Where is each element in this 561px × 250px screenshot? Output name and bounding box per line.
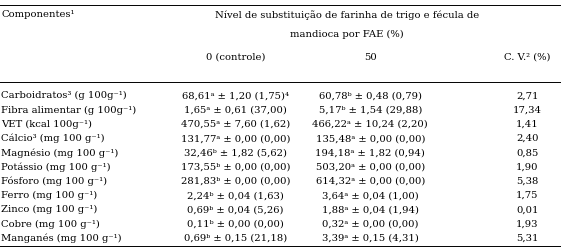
Text: 0,85: 0,85	[516, 148, 539, 157]
Text: Cálcio³ (mg 100 g⁻¹): Cálcio³ (mg 100 g⁻¹)	[1, 133, 105, 143]
Text: Carboidratos³ (g 100g⁻¹): Carboidratos³ (g 100g⁻¹)	[1, 91, 127, 100]
Text: Nível de substituição de farinha de trigo e fécula de: Nível de substituição de farinha de trig…	[214, 10, 479, 20]
Text: 5,17ᵇ ± 1,54 (29,88): 5,17ᵇ ± 1,54 (29,88)	[319, 105, 422, 114]
Text: 131,77ᵃ ± 0,00 (0,00): 131,77ᵃ ± 0,00 (0,00)	[181, 134, 291, 142]
Text: 3,64ᵃ ± 0,04 (1,00): 3,64ᵃ ± 0,04 (1,00)	[322, 190, 419, 199]
Text: C. V.² (%): C. V.² (%)	[504, 52, 550, 62]
Text: 2,71: 2,71	[516, 91, 539, 100]
Text: 194,18ᵃ ± 1,82 (0,94): 194,18ᵃ ± 1,82 (0,94)	[315, 148, 425, 157]
Text: Componentes¹: Componentes¹	[1, 10, 75, 19]
Text: 5,31: 5,31	[516, 233, 539, 242]
Text: 1,41: 1,41	[516, 119, 539, 128]
Text: Magnésio (mg 100 g⁻¹): Magnésio (mg 100 g⁻¹)	[1, 148, 118, 157]
Text: 50: 50	[364, 52, 376, 62]
Text: 0,69ᵇ ± 0,04 (5,26): 0,69ᵇ ± 0,04 (5,26)	[187, 204, 284, 214]
Text: 0,01: 0,01	[516, 204, 539, 214]
Text: 1,88ᵃ ± 0,04 (1,94): 1,88ᵃ ± 0,04 (1,94)	[322, 204, 419, 214]
Text: Fósforo (mg 100 g⁻¹): Fósforo (mg 100 g⁻¹)	[1, 176, 107, 185]
Text: 281,83ᵇ ± 0,00 (0,00): 281,83ᵇ ± 0,00 (0,00)	[181, 176, 291, 185]
Text: 2,24ᵇ ± 0,04 (1,63): 2,24ᵇ ± 0,04 (1,63)	[187, 190, 284, 199]
Text: 135,48ᵃ ± 0,00 (0,00): 135,48ᵃ ± 0,00 (0,00)	[315, 134, 425, 142]
Text: Ferro (mg 100 g⁻¹): Ferro (mg 100 g⁻¹)	[1, 190, 98, 199]
Text: 0 (controle): 0 (controle)	[206, 52, 265, 62]
Text: 2,40: 2,40	[516, 134, 539, 142]
Text: 32,46ᵇ ± 1,82 (5,62): 32,46ᵇ ± 1,82 (5,62)	[184, 148, 287, 157]
Text: 1,90: 1,90	[516, 162, 539, 171]
Text: 0,69ᵇ ± 0,15 (21,18): 0,69ᵇ ± 0,15 (21,18)	[184, 233, 287, 242]
Text: 1,93: 1,93	[516, 219, 539, 228]
Text: 60,78ᵇ ± 0,48 (0,79): 60,78ᵇ ± 0,48 (0,79)	[319, 91, 422, 100]
Text: 1,75: 1,75	[516, 190, 539, 199]
Text: 5,38: 5,38	[516, 176, 539, 185]
Text: 173,55ᵇ ± 0,00 (0,00): 173,55ᵇ ± 0,00 (0,00)	[181, 162, 291, 171]
Text: 466,22ᵃ ± 10,24 (2,20): 466,22ᵃ ± 10,24 (2,20)	[312, 119, 428, 128]
Text: 3,39ᵃ ± 0,15 (4,31): 3,39ᵃ ± 0,15 (4,31)	[322, 233, 419, 242]
Text: 0,11ᵇ ± 0,00 (0,00): 0,11ᵇ ± 0,00 (0,00)	[187, 219, 284, 228]
Text: Manganés (mg 100 g⁻¹): Manganés (mg 100 g⁻¹)	[1, 233, 122, 242]
Text: Fibra alimentar (g 100g⁻¹): Fibra alimentar (g 100g⁻¹)	[1, 105, 136, 114]
Text: 0,32ᵃ ± 0,00 (0,00): 0,32ᵃ ± 0,00 (0,00)	[322, 219, 419, 228]
Text: Cobre (mg 100 g⁻¹): Cobre (mg 100 g⁻¹)	[1, 219, 100, 228]
Text: 17,34: 17,34	[513, 105, 542, 114]
Text: 470,55ᵃ ± 7,60 (1,62): 470,55ᵃ ± 7,60 (1,62)	[181, 119, 290, 128]
Text: 68,61ᵃ ± 1,20 (1,75)⁴: 68,61ᵃ ± 1,20 (1,75)⁴	[182, 91, 289, 100]
Text: VET (kcal 100g⁻¹): VET (kcal 100g⁻¹)	[1, 119, 92, 128]
Text: 503,20ᵃ ± 0,00 (0,00): 503,20ᵃ ± 0,00 (0,00)	[316, 162, 425, 171]
Text: mandioca por FAE (%): mandioca por FAE (%)	[290, 30, 403, 39]
Text: Zinco (mg 100 g⁻¹): Zinco (mg 100 g⁻¹)	[1, 204, 98, 214]
Text: 614,32ᵃ ± 0,00 (0,00): 614,32ᵃ ± 0,00 (0,00)	[316, 176, 425, 185]
Text: Potássio (mg 100 g⁻¹): Potássio (mg 100 g⁻¹)	[1, 162, 111, 171]
Text: 1,65ᵃ ± 0,61 (37,00): 1,65ᵃ ± 0,61 (37,00)	[184, 105, 287, 114]
